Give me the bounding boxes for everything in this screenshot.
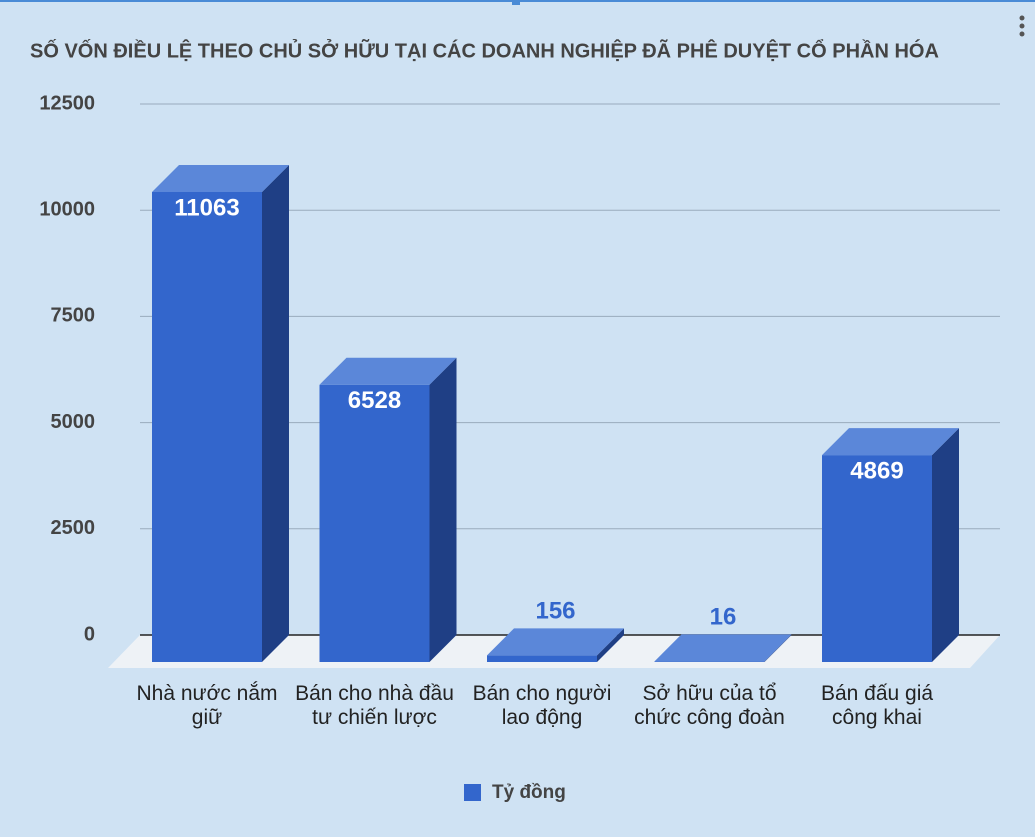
bar-top xyxy=(487,628,624,656)
bar xyxy=(487,628,624,662)
data-label: 6528 xyxy=(348,387,401,414)
handle xyxy=(512,0,520,5)
x-tick-label: Bán cho nhà đầu tư chiến lược xyxy=(295,682,454,729)
legend-label: Tỷ đồng xyxy=(492,782,566,803)
bar-front xyxy=(487,655,597,662)
legend-swatch xyxy=(464,784,481,801)
y-tick-label: 2500 xyxy=(51,517,96,539)
x-tick-label: Nhà nước nắm giữ xyxy=(136,682,278,729)
bar-front xyxy=(822,455,932,662)
bar xyxy=(654,634,792,662)
bar xyxy=(822,428,959,662)
y-tick-label: 5000 xyxy=(51,411,96,433)
bar-side xyxy=(764,634,792,662)
bar-front xyxy=(654,661,765,662)
y-tick-label: 10000 xyxy=(39,198,95,220)
y-tick-label: 0 xyxy=(84,623,95,645)
y-tick-label: 12500 xyxy=(39,92,95,114)
menu-dot xyxy=(1019,15,1025,21)
bar xyxy=(152,165,289,662)
chart-title: SỐ VỐN ĐIỀU LỆ THEO CHỦ SỞ HỮU TẠI CÁC D… xyxy=(30,38,939,62)
y-tick-label: 7500 xyxy=(51,305,96,327)
data-label: 156 xyxy=(535,598,575,625)
data-label: 16 xyxy=(710,604,737,631)
data-label: 4869 xyxy=(850,458,903,485)
bar-side xyxy=(429,357,457,662)
x-tick-label: Sở hữu của tổ chức công đoàn xyxy=(634,682,785,729)
bar-side xyxy=(597,628,624,662)
menu-dot xyxy=(1019,31,1025,37)
bar-top xyxy=(319,357,457,385)
bar-top xyxy=(152,165,289,193)
bar-front xyxy=(319,384,430,662)
data-label: 11063 xyxy=(174,194,239,221)
bar-top xyxy=(822,428,959,456)
bar-side xyxy=(932,428,959,662)
bar-top xyxy=(654,634,792,662)
x-tick-label: Bán đấu giá công khai xyxy=(820,682,934,729)
x-tick-label: Bán cho người lao động xyxy=(472,682,612,729)
bar xyxy=(319,357,457,662)
bar-side xyxy=(262,165,289,662)
menu-dot xyxy=(1019,23,1025,29)
bar-front xyxy=(152,192,262,662)
